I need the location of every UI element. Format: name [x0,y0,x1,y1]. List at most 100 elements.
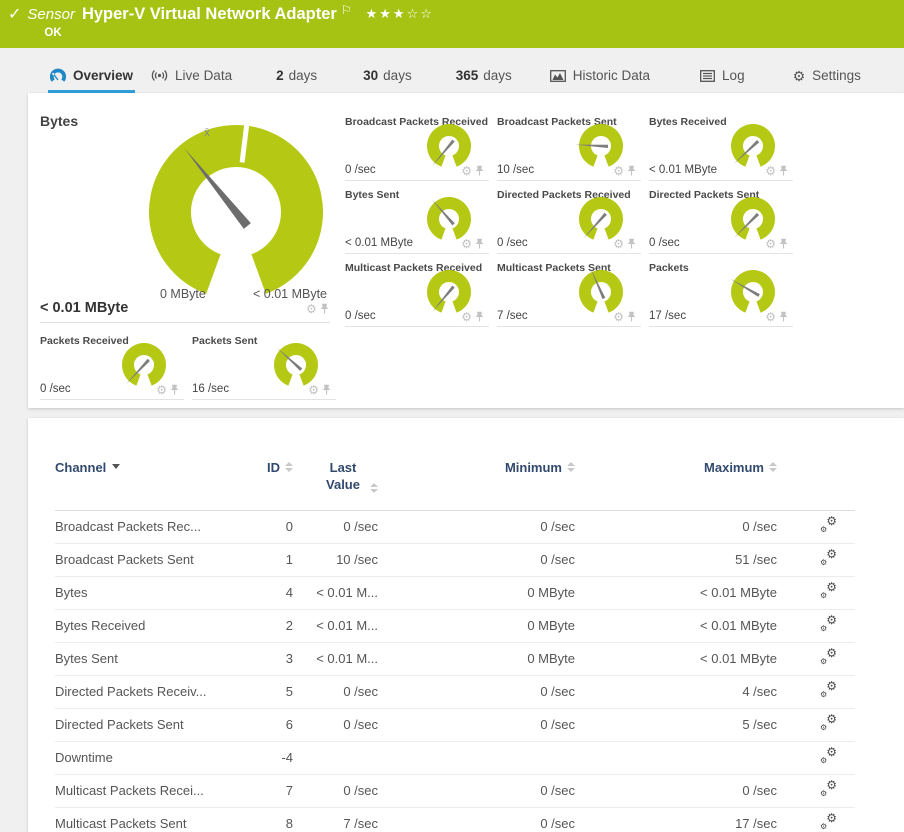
gear-icon[interactable]: ⚙ [765,310,776,324]
pin-icon[interactable] [627,311,636,323]
channel-row[interactable]: Directed Packets Receiv... 5 0 /sec 0 /s… [55,675,855,709]
column-label: ID [267,460,280,475]
channel-row[interactable]: Broadcast Packets Rec... 0 0 /sec 0 /sec… [55,510,855,544]
tab-number: 365 [455,68,479,83]
gear-icon[interactable]: ⚙ [461,164,472,178]
channel-gauge-tile[interactable]: Packets Received 0 /sec ⚙ [40,334,184,400]
tab-historic-data[interactable]: Historic Data [548,61,652,93]
pin-icon[interactable] [320,303,329,315]
channel-settings-icon[interactable]: ⚙ ⚙ [820,777,837,798]
sort-icon [370,482,378,493]
column-header-maximum[interactable]: Maximum [575,418,777,511]
gear-icon[interactable]: ⚙ [461,310,472,324]
gauge-title: Bytes Sent [345,189,400,201]
tab-30-days[interactable]: 30 days [361,61,414,93]
channel-name[interactable]: Bytes Received [55,609,238,643]
sort-icon [567,461,575,472]
channel-settings-icon[interactable]: ⚙ ⚙ [820,678,837,699]
channel-gauge-tile[interactable]: Multicast Packets Sent 7 /sec ⚙ [497,261,641,327]
channel-row[interactable]: Directed Packets Sent 6 0 /sec 0 /sec 5 … [55,708,855,742]
channel-name[interactable]: Directed Packets Receiv... [55,675,238,709]
column-label: Channel [55,460,107,475]
priority-stars[interactable]: ★★★☆☆ [366,6,434,22]
channel-gauge-tile[interactable]: Packets Sent 16 /sec ⚙ [192,334,336,400]
channel-minimum [378,741,575,775]
channel-gauge-tile[interactable]: Packets 17 /sec ⚙ [649,261,793,327]
channel-settings-icon[interactable]: ⚙ ⚙ [820,810,837,831]
channel-name[interactable]: Bytes Sent [55,642,238,676]
gear-icon[interactable]: ⚙ [613,237,624,251]
tab-365-days[interactable]: 365 days [454,61,514,93]
channel-minimum: 0 /sec [378,543,575,577]
channel-row[interactable]: Bytes 4 < 0.01 M... 0 MByte < 0.01 MByte… [55,576,855,610]
pin-icon[interactable] [475,165,484,177]
tab-2-days[interactable]: 2 days [274,61,319,93]
channel-gauge-tile[interactable]: Broadcast Packets Sent 10 /sec ⚙ [497,115,641,181]
gear-icon[interactable]: ⚙ [613,164,624,178]
pin-icon[interactable] [170,384,179,396]
gear-icon[interactable]: ⚙ [613,310,624,324]
channel-settings-icon[interactable]: ⚙ ⚙ [820,744,837,765]
channel-gauge-tile[interactable]: Directed Packets Sent 0 /sec ⚙ [649,188,793,254]
tab-live-data[interactable]: Live Data [149,61,234,93]
channel-name[interactable]: Broadcast Packets Sent [55,543,238,577]
pin-icon[interactable] [627,165,636,177]
mean-marker: x̄ [204,127,210,139]
gear-icon[interactable]: ⚙ [765,237,776,251]
pin-icon[interactable] [627,238,636,250]
channels-table-panel: Channel ID Last Value Minimum Maximum Broadc… [28,418,904,832]
channel-row[interactable]: Downtime -4 ⚙ ⚙ [55,741,855,775]
gauge-value: 10 /sec [497,164,535,176]
pin-icon[interactable] [322,384,331,396]
channel-settings-icon[interactable]: ⚙ ⚙ [820,645,837,666]
gear-icon[interactable]: ⚙ [308,383,319,397]
star-empty-icon[interactable]: ☆ [420,6,434,21]
gauge-value: < 0.01 MByte [345,237,414,249]
column-header-channel[interactable]: Channel [55,418,238,511]
channel-row[interactable]: Multicast Packets Sent 8 7 /sec 0 /sec 1… [55,807,855,832]
star-empty-icon[interactable]: ☆ [406,6,421,21]
star-filled-icon[interactable]: ★ [365,6,380,21]
gauge-value: 0 /sec [40,383,71,395]
channel-name[interactable]: Directed Packets Sent [55,708,238,742]
column-header-minimum[interactable]: Minimum [378,418,575,511]
channel-settings-icon[interactable]: ⚙ ⚙ [820,612,837,633]
channel-maximum: 4 /sec [575,675,777,709]
channel-gauge-tile[interactable]: Multicast Packets Received 0 /sec ⚙ [345,261,489,327]
pin-icon[interactable] [779,165,788,177]
channel-name[interactable]: Broadcast Packets Rec... [55,510,238,544]
pin-icon[interactable] [779,238,788,250]
channel-row[interactable]: Bytes Sent 3 < 0.01 M... 0 MByte < 0.01 … [55,642,855,676]
gear-icon[interactable]: ⚙ [306,302,317,316]
channel-settings-icon[interactable]: ⚙ ⚙ [820,711,837,732]
tab-overview[interactable]: Overview [48,61,136,93]
channel-settings-icon[interactable]: ⚙ ⚙ [820,513,837,534]
star-filled-icon[interactable]: ★ [379,6,393,21]
gear-icon[interactable]: ⚙ [156,383,167,397]
column-header-id[interactable]: ID [238,418,293,511]
tab-log[interactable]: Log [698,61,747,93]
channel-name[interactable]: Multicast Packets Recei... [55,774,238,808]
channel-last-value: < 0.01 M... [293,642,378,676]
channel-gauge-tile[interactable]: Broadcast Packets Received 0 /sec ⚙ [345,115,489,181]
channel-row[interactable]: Broadcast Packets Sent 1 10 /sec 0 /sec … [55,543,855,577]
column-header-last-value[interactable]: Last Value [293,418,378,511]
channel-row[interactable]: Multicast Packets Recei... 7 0 /sec 0 /s… [55,774,855,808]
channel-gauge-tile[interactable]: Bytes Sent < 0.01 MByte ⚙ [345,188,489,254]
star-filled-icon[interactable]: ★ [392,6,407,21]
pin-icon[interactable] [475,311,484,323]
channel-settings-icon[interactable]: ⚙ ⚙ [820,579,837,600]
pin-icon[interactable] [779,311,788,323]
channel-name[interactable]: Multicast Packets Sent [55,807,238,832]
channel-gauge-tile[interactable]: Directed Packets Received 0 /sec ⚙ [497,188,641,254]
flag-icon[interactable]: ⚐ [340,3,352,17]
channel-gauge-tile[interactable]: Bytes Received < 0.01 MByte ⚙ [649,115,793,181]
gear-icon[interactable]: ⚙ [765,164,776,178]
channel-settings-icon[interactable]: ⚙ ⚙ [820,546,837,567]
channel-name[interactable]: Downtime [55,741,238,775]
tab-settings[interactable]: ⚙ Settings [791,61,863,93]
gear-icon[interactable]: ⚙ [461,237,472,251]
pin-icon[interactable] [475,238,484,250]
channel-name[interactable]: Bytes [55,576,238,610]
channel-row[interactable]: Bytes Received 2 < 0.01 M... 0 MByte < 0… [55,609,855,643]
